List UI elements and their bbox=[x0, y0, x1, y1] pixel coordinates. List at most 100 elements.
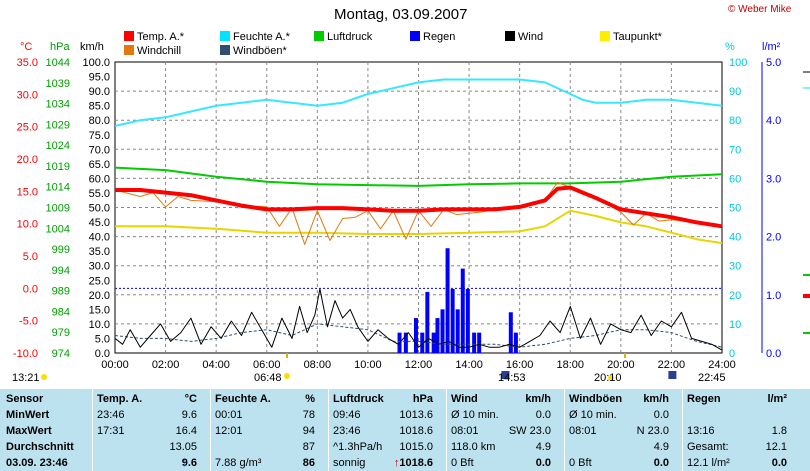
temp-tick-label: 35.0 bbox=[17, 57, 38, 69]
legend-swatch bbox=[220, 45, 230, 55]
series-line-feuchtea bbox=[114, 78, 723, 127]
wind-tick-label: 65.0 bbox=[89, 159, 110, 171]
wind-tick-label: 95.0 bbox=[89, 72, 110, 84]
humidity-tick-label: 30 bbox=[729, 261, 741, 273]
stat-time: 17:31 bbox=[97, 425, 125, 437]
stat-time: 12:01 bbox=[215, 425, 243, 437]
rain-bar bbox=[455, 309, 460, 353]
chart-title: Montag, 03.09.2007 bbox=[334, 6, 468, 23]
rain-tick-label: 2.0 bbox=[766, 232, 781, 244]
pressure-tick-label: 989 bbox=[52, 286, 70, 298]
stat-time: Ø 10 min. bbox=[451, 409, 499, 421]
stats-column: Temp. A. °C 23:46 9.6 17:31 16.4 13.05 ↓ 9.6 bbox=[92, 389, 203, 471]
pressure-tick-label: 1039 bbox=[46, 78, 70, 90]
stat-time: 08:01 bbox=[451, 425, 479, 437]
stat-value: N 23.0 bbox=[636, 425, 669, 437]
column-title: Windböen bbox=[569, 393, 623, 405]
rain-bar bbox=[413, 318, 418, 353]
minwert-label: MinWert bbox=[6, 409, 50, 421]
rain-tick-label: 5.0 bbox=[766, 57, 781, 69]
stat-value: SW 23.0 bbox=[508, 425, 551, 437]
legend-label: Regen bbox=[423, 31, 456, 43]
wind-tick-label: 15.0 bbox=[89, 304, 110, 316]
stat-time: 00:01 bbox=[215, 409, 243, 421]
rain-bar bbox=[440, 309, 445, 353]
legend-item: Windchill bbox=[124, 45, 181, 57]
wind-tick-label: 30.0 bbox=[89, 261, 110, 273]
pressure-axis-header: hPa bbox=[50, 41, 70, 53]
legend-swatch bbox=[410, 31, 420, 41]
day-length-icon bbox=[41, 374, 47, 380]
temp-tick-label: -5.0 bbox=[19, 316, 38, 328]
temp-tick-label: 30.0 bbox=[17, 89, 38, 101]
pressure-tick-label: 1034 bbox=[46, 99, 70, 111]
x-tick-label: 08:00 bbox=[304, 359, 332, 371]
x-tick-label: 16:00 bbox=[506, 359, 534, 371]
pressure-tick-label: 984 bbox=[52, 306, 70, 318]
wind-tick-label: 90.0 bbox=[89, 86, 110, 98]
column-title: Temp. A. bbox=[97, 393, 143, 405]
column-title: Feuchte A. bbox=[215, 393, 271, 405]
stat-value: 1015.0 bbox=[399, 441, 433, 453]
stat-value: 78 bbox=[302, 409, 315, 421]
axis-tick-labels: 35.0 30.0 25.0 20.0 15.0 10.0 5.0 0.0 -5.0 -10.0 1… bbox=[13, 57, 781, 371]
temp-tick-label: 0.0 bbox=[23, 283, 38, 295]
x-tick-label: 12:00 bbox=[405, 359, 433, 371]
rain-bar bbox=[460, 268, 465, 353]
x-tick-label: 22:00 bbox=[658, 359, 686, 371]
series-line-taupunkt bbox=[115, 209, 723, 245]
current-value: 86 bbox=[302, 457, 315, 469]
current-note: sonnig bbox=[333, 457, 366, 469]
humidity-tick-label: 0 bbox=[729, 348, 735, 360]
rain-bar bbox=[435, 318, 440, 353]
legend-swatch bbox=[505, 31, 515, 41]
moonrise-icon bbox=[501, 371, 510, 379]
stat-time: Gesamt: bbox=[687, 441, 729, 453]
current-value: ↑1018.6 bbox=[393, 457, 433, 469]
x-tick-label: 24:00 bbox=[708, 359, 736, 371]
stats-column: Wind km/h Ø 10 min. 0.0 08:01 SW 23.0 118.0 km… bbox=[446, 389, 557, 471]
x-tick-label: 20:00 bbox=[607, 359, 635, 371]
pressure-tick-label: 1009 bbox=[46, 203, 70, 215]
moonset-icon bbox=[668, 371, 677, 379]
stats-panel: Sensor MinWert MaxWert Durchschnitt 03.0… bbox=[0, 389, 810, 471]
current-datetime: 03.09. 23:46 bbox=[6, 457, 68, 469]
legend-label: Windböen* bbox=[233, 45, 287, 57]
rain-bar bbox=[420, 332, 425, 353]
wind-tick-label: 75.0 bbox=[89, 130, 110, 142]
time-markers bbox=[41, 71, 810, 381]
humidity-tick-label: 80 bbox=[729, 115, 741, 127]
rain-tick-label: 3.0 bbox=[766, 173, 781, 185]
maxwert-label: MaxWert bbox=[6, 425, 52, 437]
wind-tick-label: 20.0 bbox=[89, 290, 110, 302]
stats-column: Luftdruck hPa 09:46 1013.6 23:46 1018.6 ^1.3hP… bbox=[328, 389, 439, 471]
current-value: 0.0 bbox=[653, 457, 669, 469]
current-note: 0 Bft bbox=[569, 457, 592, 469]
stat-value: 4.9 bbox=[653, 441, 669, 453]
stat-value: 16.4 bbox=[175, 425, 197, 437]
wind-tick-label: 40.0 bbox=[89, 232, 110, 244]
rain-bar bbox=[450, 288, 455, 353]
rain-bar bbox=[477, 332, 482, 353]
stat-value: 87 bbox=[302, 441, 315, 453]
pressure-tick-label: 1004 bbox=[46, 223, 70, 235]
temp-tick-label: 15.0 bbox=[17, 186, 38, 198]
stat-value: 1018.6 bbox=[399, 425, 433, 437]
rain-bar bbox=[445, 248, 450, 353]
wind-tick-label: 35.0 bbox=[89, 246, 110, 258]
sensor-column: Sensor MinWert MaxWert Durchschnitt 03.0… bbox=[6, 389, 88, 471]
wind-tick-label: 85.0 bbox=[89, 101, 110, 113]
column-unit: °C bbox=[184, 393, 197, 405]
x-tick-label: 00:00 bbox=[101, 359, 129, 371]
wind-tick-label: 60.0 bbox=[89, 173, 110, 185]
sunrise-icon bbox=[283, 373, 290, 379]
pressure-tick-label: 994 bbox=[52, 265, 70, 277]
series-lines bbox=[114, 78, 723, 351]
wind-tick-label: 0.0 bbox=[95, 348, 110, 360]
stats-column: Windböen km/h Ø 10 min. 0.0 08:01 N 23.0 4.9 0 … bbox=[564, 389, 675, 471]
stat-value: 9.6 bbox=[181, 409, 197, 421]
humidity-tick-label: 10 bbox=[729, 319, 741, 331]
legend-swatch bbox=[314, 31, 324, 41]
column-title: Luftdruck bbox=[333, 393, 384, 405]
wind-tick-label: 55.0 bbox=[89, 188, 110, 200]
